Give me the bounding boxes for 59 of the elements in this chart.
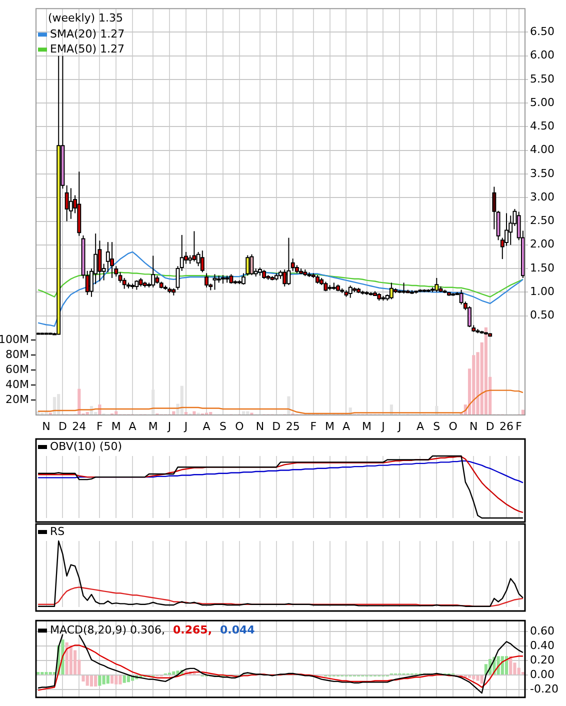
y-tick-label: 3.50 xyxy=(530,166,554,180)
legend-label: OBV(10) (50) xyxy=(50,440,122,453)
y-tick-label: 1.00 xyxy=(530,284,554,298)
y-tick-label: 4.00 xyxy=(530,143,554,156)
x-tick-label: D xyxy=(272,420,281,433)
y-tick-label: 6.00 xyxy=(530,48,554,62)
x-tick-label: F xyxy=(516,420,522,433)
x-tick-label: D xyxy=(58,420,67,433)
annotation: 0.044 xyxy=(220,623,256,636)
y2-tick-label: 40M xyxy=(6,378,29,391)
x-tick-label: 24 xyxy=(72,420,86,433)
y2-tick-label: 80M xyxy=(6,348,29,361)
y2-tick-label: 100M xyxy=(0,333,29,346)
x-tick-label: A xyxy=(416,420,424,433)
x-tick-label: J xyxy=(183,420,188,433)
y-tick-label: 2.00 xyxy=(530,238,554,251)
x-tick-label: O xyxy=(448,420,458,433)
y-tick-label: 0.20 xyxy=(530,653,554,666)
legend-label: EMA(50) 1.27 xyxy=(50,42,125,56)
x-tick-label: J xyxy=(380,420,385,433)
x-tick-label: S xyxy=(433,420,440,433)
y-tick-label: 5.50 xyxy=(530,72,554,86)
y-tick-label: 0.60 xyxy=(530,624,554,638)
x-tick-label: M xyxy=(325,420,335,433)
y-tick-label: 0.50 xyxy=(530,308,554,322)
y2-tick-label: 20M xyxy=(6,392,29,406)
y2-tick-label: 60M xyxy=(6,362,29,376)
x-tick-label: N xyxy=(256,420,264,433)
legend-label: MACD(8,20,9) 0.306, xyxy=(50,623,166,636)
y-tick-label: 6.50 xyxy=(530,25,554,38)
x-tick-label: A xyxy=(128,420,137,433)
y-tick-label: 5.00 xyxy=(530,96,554,109)
x-tick-label: F xyxy=(310,420,317,433)
x-tick-label: A xyxy=(202,420,211,433)
x-tick-label: M xyxy=(362,420,372,433)
legend-label: RS xyxy=(50,524,65,538)
x-tick-label: F xyxy=(96,420,103,433)
y-tick-label: 0.00 xyxy=(530,668,554,681)
x-tick-label: N xyxy=(42,420,50,433)
x-tick-label: D xyxy=(486,420,494,433)
x-tick-label: M xyxy=(111,420,121,433)
text: 0.265, xyxy=(173,623,212,636)
y-tick-label: 4.50 xyxy=(530,120,554,133)
y-tick-label: 0.40 xyxy=(530,638,554,652)
x-tick-label: J xyxy=(397,420,402,433)
legend-label: SMA(20) 1.27 xyxy=(50,27,125,40)
y-tick-label: 1.50 xyxy=(530,261,554,274)
x-tick-label: S xyxy=(219,420,226,433)
y-tick-label: -0.20 xyxy=(530,682,558,696)
x-tick-label: N xyxy=(470,420,478,433)
y-tick-label: 2.50 xyxy=(530,214,554,228)
y-tick-label: 3.00 xyxy=(530,190,554,204)
chart-title: (weekly) 1.35 xyxy=(48,11,124,24)
x-tick-label: J xyxy=(166,420,172,433)
x-tick-label: 25 xyxy=(286,420,300,433)
x-tick-label: 26 xyxy=(500,420,514,433)
x-tick-label: O xyxy=(235,420,244,433)
x-tick-label: A xyxy=(342,420,350,433)
x-tick-label: M xyxy=(148,420,158,433)
